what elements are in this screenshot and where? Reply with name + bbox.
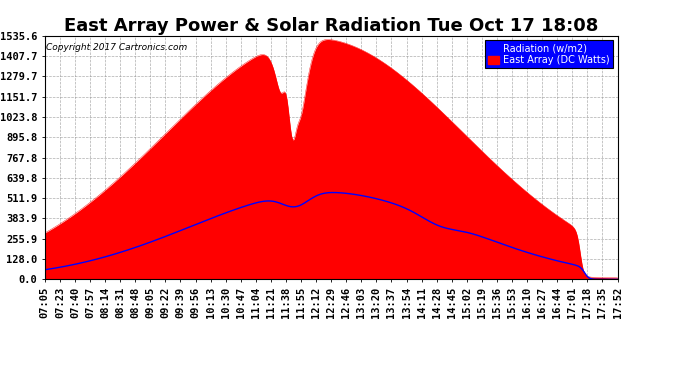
Title: East Array Power & Solar Radiation Tue Oct 17 18:08: East Array Power & Solar Radiation Tue O…: [64, 18, 598, 36]
Text: Copyright 2017 Cartronics.com: Copyright 2017 Cartronics.com: [46, 43, 187, 52]
Legend: Radiation (w/m2), East Array (DC Watts): Radiation (w/m2), East Array (DC Watts): [484, 40, 613, 68]
